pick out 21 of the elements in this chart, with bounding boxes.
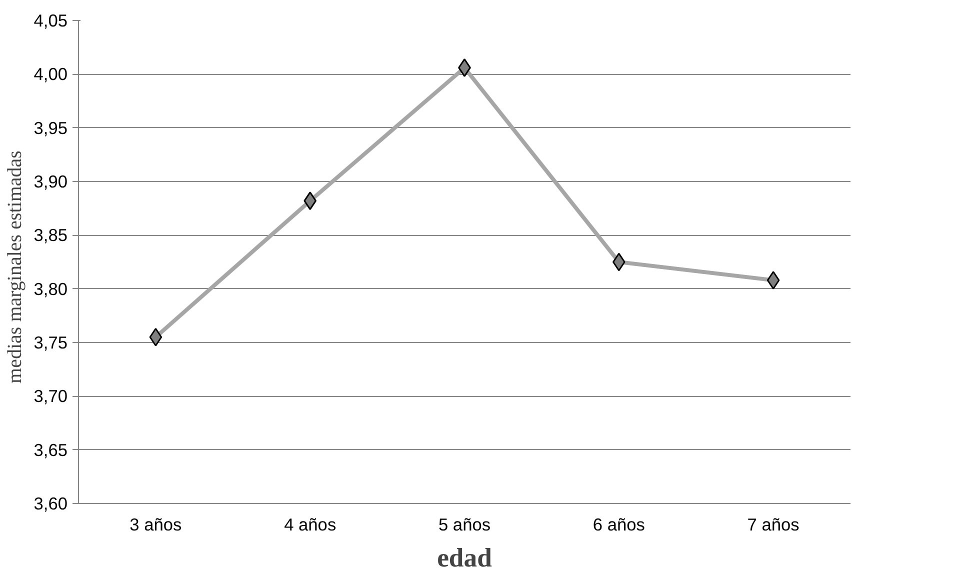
- y-tick-label: 3,70: [34, 386, 68, 406]
- y-tick-label: 3,75: [34, 332, 68, 352]
- y-tick-label: 3,85: [34, 225, 68, 246]
- x-tick-label: 6 años: [592, 514, 646, 534]
- x-tick-label: 5 años: [438, 514, 491, 534]
- x-tick-label: 3 años: [130, 514, 182, 534]
- y-axis-title: medias marginales estimadas: [4, 150, 26, 384]
- x-tick-label: 4 años: [284, 514, 336, 534]
- y-tick-label: 4,00: [34, 64, 68, 84]
- y-tick-label: 3,65: [34, 440, 68, 460]
- point: [612, 252, 626, 272]
- x-tick-label: 7 años: [747, 514, 800, 534]
- y-tick-label: 4,05: [34, 10, 68, 30]
- y-tick-label: 3,60: [34, 494, 68, 514]
- point: [304, 192, 317, 210]
- point: [766, 270, 780, 290]
- y-tick-label: 3,80: [34, 278, 68, 299]
- point: [149, 328, 162, 346]
- y-tick-label: 3,95: [34, 118, 68, 138]
- x-axis-title: edad: [437, 542, 492, 572]
- y-tick-label: 3,90: [34, 172, 68, 192]
